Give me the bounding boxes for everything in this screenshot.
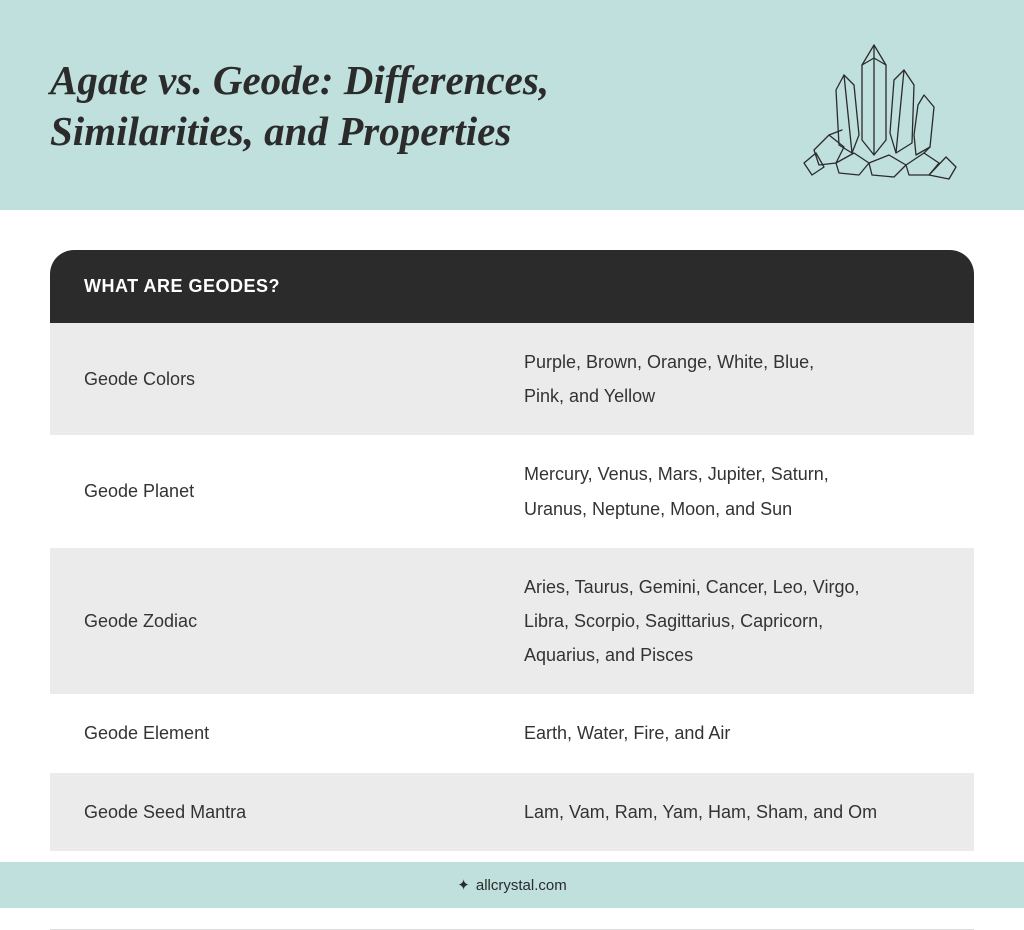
properties-table: WHAT ARE GEODES? Geode Colors Purple, Br… [50,250,974,929]
table-row: Geode Planet Mercury, Venus, Mars, Jupit… [50,435,974,547]
row-value: Purple, Brown, Orange, White, Blue, Pink… [524,345,940,413]
row-label: Geode Colors [84,345,524,413]
table-row: Geode Colors Purple, Brown, Orange, Whit… [50,323,974,435]
header-banner: Agate vs. Geode: Differences, Similariti… [0,0,1024,210]
row-value: Mercury, Venus, Mars, Jupiter, Saturn, U… [524,457,940,525]
row-value: Lam, Vam, Ram, Yam, Ham, Sham, and Om [524,795,940,829]
page-title: Agate vs. Geode: Differences, Similariti… [50,55,750,158]
table-row: Geode Seed Mantra Lam, Vam, Ram, Yam, Ha… [50,773,974,851]
row-label: Geode Seed Mantra [84,795,524,829]
sparkle-icon: ✦ [457,878,470,893]
table-heading: WHAT ARE GEODES? [50,250,974,323]
crystal-icon [774,35,974,185]
row-label: Geode Zodiac [84,570,524,673]
row-value: Aries, Taurus, Gemini, Cancer, Leo, Virg… [524,570,940,673]
row-label: Geode Planet [84,457,524,525]
table-row: Geode Element Earth, Water, Fire, and Ai… [50,694,974,772]
footer-site: allcrystal.com [476,877,567,894]
row-label: Geode Element [84,716,524,750]
row-value: Earth, Water, Fire, and Air [524,716,940,750]
footer-bar: ✦ allcrystal.com [0,862,1024,908]
content-area: WHAT ARE GEODES? Geode Colors Purple, Br… [0,210,1024,929]
table-row: Geode Zodiac Aries, Taurus, Gemini, Canc… [50,548,974,695]
